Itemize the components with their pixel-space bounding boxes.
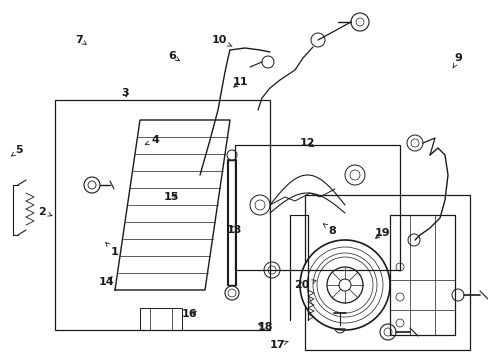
Text: 5: 5 — [11, 145, 22, 156]
Circle shape — [299, 240, 389, 330]
Bar — [305, 195, 469, 350]
Text: 8: 8 — [323, 224, 336, 236]
Text: 11: 11 — [232, 77, 248, 87]
Text: 6: 6 — [168, 51, 179, 61]
Text: 2: 2 — [38, 207, 52, 217]
Text: 15: 15 — [163, 192, 179, 202]
Text: 16: 16 — [182, 309, 197, 319]
Text: 17: 17 — [269, 340, 288, 350]
Text: 19: 19 — [374, 228, 389, 238]
Text: 10: 10 — [211, 35, 232, 46]
Text: 20: 20 — [294, 280, 315, 290]
Text: 1: 1 — [105, 243, 119, 257]
Text: 3: 3 — [121, 88, 128, 98]
Bar — [55, 100, 269, 330]
Text: 9: 9 — [452, 53, 462, 68]
Text: 14: 14 — [99, 276, 114, 287]
Bar — [235, 145, 399, 270]
Text: 7: 7 — [75, 35, 86, 45]
Text: 12: 12 — [299, 138, 314, 148]
Text: 18: 18 — [257, 322, 272, 332]
Text: 4: 4 — [145, 135, 159, 145]
Text: 13: 13 — [226, 225, 242, 235]
Bar — [140, 308, 182, 330]
